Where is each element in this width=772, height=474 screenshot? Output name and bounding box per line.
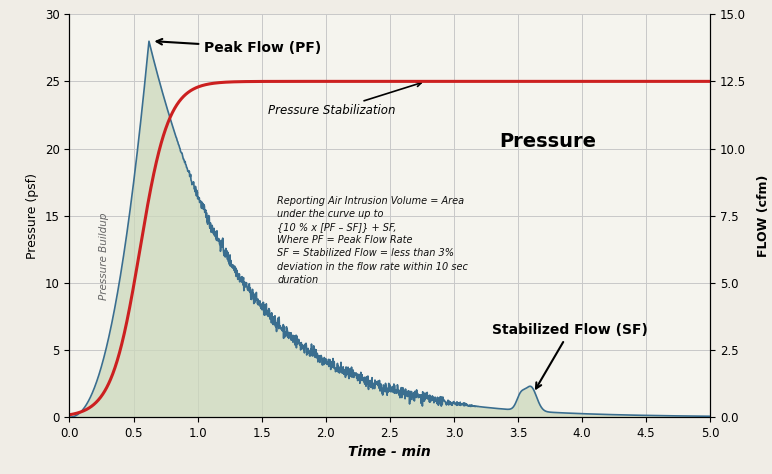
Text: Pressure: Pressure xyxy=(499,132,596,151)
Text: Stabilized Flow (SF): Stabilized Flow (SF) xyxy=(493,323,648,389)
Y-axis label: FLOW (cfm): FLOW (cfm) xyxy=(757,174,770,257)
X-axis label: Time - min: Time - min xyxy=(348,446,432,459)
Text: Pressure Buildup: Pressure Buildup xyxy=(99,212,109,300)
Text: Peak Flow (PF): Peak Flow (PF) xyxy=(157,39,321,55)
Text: Pressure Stabilization: Pressure Stabilization xyxy=(268,82,422,118)
Text: Reporting Air Intrusion Volume = Area
under the curve up to
{10 % x [PF – SF]} +: Reporting Air Intrusion Volume = Area un… xyxy=(277,195,468,285)
Y-axis label: Pressure (psf): Pressure (psf) xyxy=(26,173,39,259)
